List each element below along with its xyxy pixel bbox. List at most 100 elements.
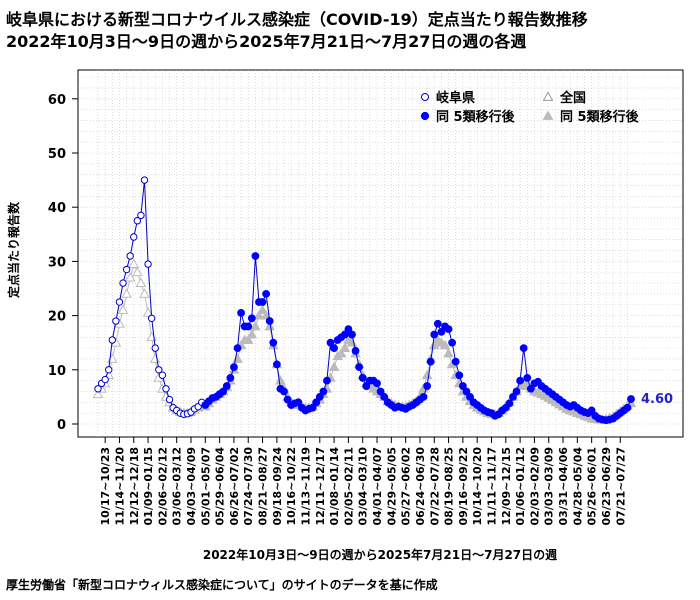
gifu-post-point — [627, 395, 635, 403]
gifu-post-point — [355, 363, 364, 371]
x-tick-label: 10/16~10/22 — [285, 447, 298, 525]
national-post-point — [428, 339, 440, 350]
gifu-post-point — [458, 382, 467, 390]
y-tick-label: 30 — [48, 255, 66, 270]
y-tick-label: 0 — [57, 418, 66, 433]
x-tick-label: 12/09~12/15 — [500, 447, 513, 525]
legend-marker-gifu — [421, 93, 429, 101]
gifu-point — [101, 375, 109, 384]
gifu-post-point — [308, 403, 317, 412]
gifu-point — [147, 314, 156, 323]
gifu-post-point — [258, 298, 267, 306]
gifu-post-point — [351, 346, 360, 355]
national-post-point — [339, 342, 351, 352]
x-tick-label: 01/06~01/12 — [514, 447, 527, 525]
legend-marker-national — [542, 91, 554, 101]
x-tick-label: 05/26~06/01 — [586, 447, 599, 525]
x-tick-label: 11/14~11/20 — [113, 447, 126, 526]
gifu-point — [155, 366, 163, 374]
gifu-post-point — [326, 338, 335, 347]
x-tick-label: 07/21~07/27 — [614, 447, 627, 525]
gifu-post-point — [526, 384, 535, 393]
gifu-post-point — [444, 325, 453, 334]
gifu-point — [112, 317, 120, 325]
x-tick-label: 04/28~05/04 — [571, 447, 584, 526]
gifu-post-point — [587, 406, 596, 415]
x-tick-label: 02/03~02/09 — [528, 447, 541, 525]
gifu-post-point — [358, 374, 367, 382]
gifu-post-point — [433, 319, 442, 328]
gifu-post-point — [344, 325, 353, 334]
chart-title: 岐阜県における新型コロナウイルス感染症（COVID-19）定点当たり報告数推移 — [6, 10, 588, 29]
gifu-post-point — [348, 330, 356, 339]
x-tick-label: 03/04~03/10 — [357, 447, 370, 526]
gifu-post-point — [247, 314, 256, 323]
gifu-post-point — [419, 393, 428, 401]
x-tick-label: 10/17~10/23 — [99, 447, 112, 525]
axes: 0 10 20 30 40 50 60 10/17~10/23 11/14~11/20 12/12… — [48, 93, 631, 526]
legend: 岐阜県 全国同 5類移行後 同 5類移行後 — [420, 90, 640, 125]
gifu-point — [137, 211, 145, 220]
x-tick-label: 02/06~02/12 — [156, 447, 169, 525]
x-tick-label: 01/08~01/14 — [328, 447, 341, 526]
national-post-point — [250, 320, 261, 331]
gifu-point — [119, 279, 127, 287]
gifu-post-point — [448, 338, 457, 347]
gifu-post-point — [294, 398, 303, 407]
x-tick-label: 09/18~09/24 — [271, 447, 284, 526]
gifu-post-point — [237, 308, 245, 317]
gifu-post-point — [623, 403, 632, 412]
gifu-post-point — [269, 338, 278, 347]
x-tick-label: 03/31~04/06 — [557, 447, 570, 526]
source-note: 厚生労働省「新型コロナウィルス感染症について」のサイトのデータを基に作成 — [6, 578, 438, 592]
gifu-post-point — [373, 379, 381, 388]
x-tick-label: 04/01~04/07 — [371, 447, 384, 525]
gifu-point — [144, 260, 152, 268]
gifu-post-point — [519, 344, 528, 353]
gifu-post-point — [323, 376, 331, 385]
national-point — [117, 304, 129, 315]
national-point — [139, 288, 150, 298]
x-tick-label: 04/29~05/05 — [385, 447, 398, 525]
gifu-post-point — [319, 387, 328, 396]
gifu-post-point — [451, 357, 460, 366]
national-point — [92, 388, 104, 399]
gifu-point — [158, 371, 167, 379]
gifu-point — [94, 385, 102, 393]
gifu-post-point — [505, 399, 514, 408]
x-tick-label: 10/14~10/20 — [471, 447, 484, 526]
national-point — [131, 266, 143, 277]
gifu-post-point — [219, 387, 228, 396]
series — [92, 91, 637, 425]
gifu-post-point — [437, 327, 446, 336]
gifu-post-point — [330, 344, 338, 353]
national-post-point — [264, 320, 276, 331]
legend-label-national-post: 同 5類移行後 — [560, 109, 640, 125]
x-axis-label: 2022年10月3日〜9日の週から2025年7月21日〜7月27日の週 — [202, 548, 558, 562]
gifu-point — [165, 395, 174, 404]
legend-label-national: 全国 — [559, 90, 586, 106]
gifu-post-point — [423, 382, 432, 390]
gifu-post-point — [230, 363, 238, 371]
gifu-point — [151, 344, 159, 352]
gifu-post-point — [265, 317, 274, 325]
gifu-post-point — [466, 393, 474, 401]
x-tick-label: 11/13~11/19 — [299, 447, 312, 525]
gifu-point — [115, 298, 124, 306]
gifu-post-point — [509, 393, 517, 401]
national-point — [124, 272, 136, 282]
gifu-point — [162, 385, 170, 393]
gifu-post-point — [262, 290, 271, 298]
legend-marker-gifu-post — [420, 111, 430, 121]
gifu-post-point — [312, 398, 321, 407]
x-tick-label: 12/12~12/18 — [128, 447, 141, 525]
legend-label-gifu: 岐阜県 — [436, 90, 475, 106]
gifu-post-point — [283, 395, 292, 404]
grid — [77, 69, 684, 438]
gifu-post-point — [512, 387, 521, 396]
last-value-label: 4.60 — [641, 392, 673, 407]
x-tick-label: 12/11~12/17 — [314, 447, 327, 525]
national-post-point — [421, 369, 433, 380]
gifu-point — [126, 252, 134, 260]
